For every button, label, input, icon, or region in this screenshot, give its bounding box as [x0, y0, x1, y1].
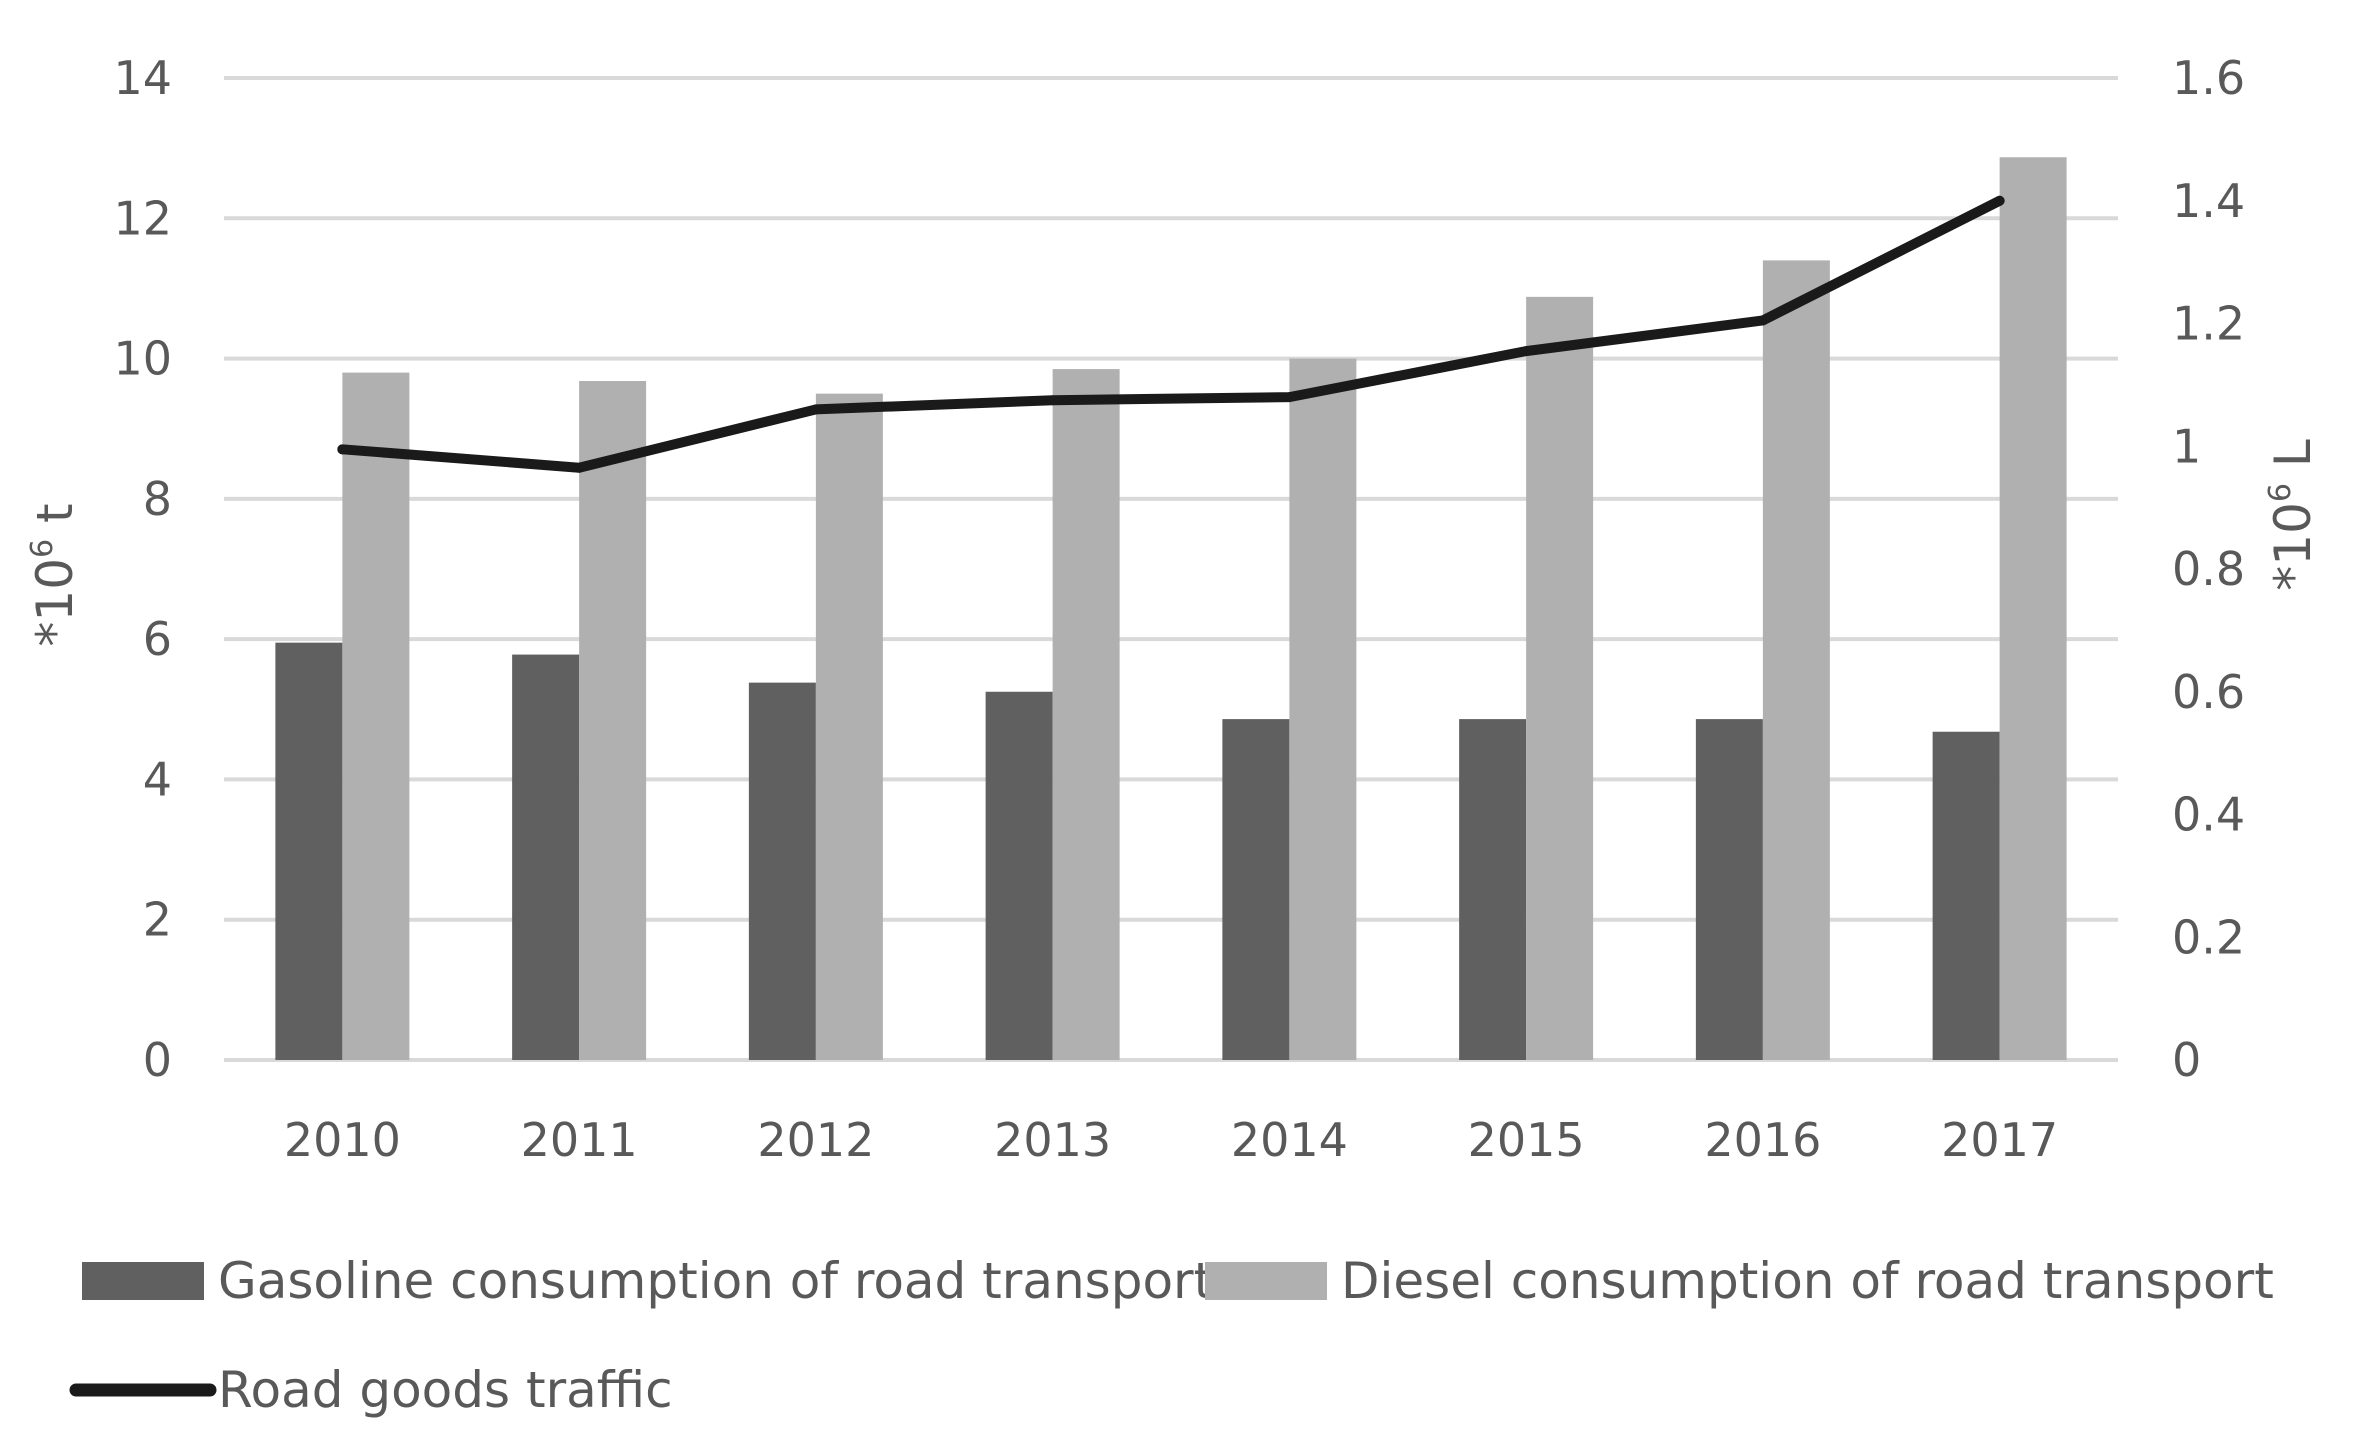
x-tick-label: 2011: [521, 1113, 638, 1167]
line-point-2014: [1284, 392, 1295, 403]
x-tick-label: 2012: [757, 1113, 874, 1167]
left-tick-label: 6: [143, 612, 172, 666]
line-series: [337, 195, 2005, 473]
x-tick-label: 2017: [1941, 1113, 2058, 1167]
x-tick-label: 2010: [284, 1113, 401, 1167]
left-tick-label: 10: [113, 332, 172, 386]
line-road-goods-traffic: [337, 195, 2005, 473]
bar-diesel-2012: [815, 393, 883, 1061]
legend-swatch-diesel: [1205, 1262, 1327, 1300]
bar-gasoline-2012: [748, 682, 816, 1060]
bar-diesel-2017: [1999, 157, 2067, 1061]
x-tick-label: 2014: [1231, 1113, 1348, 1167]
line-point-2012: [810, 404, 821, 415]
x-tick-label: 2013: [994, 1113, 1111, 1167]
x-tick-label: 2015: [1468, 1113, 1585, 1167]
left-tick-label: 8: [143, 472, 172, 526]
bar-gasoline-2014: [1222, 719, 1290, 1060]
bar-gasoline-2013: [985, 691, 1053, 1060]
legend-label-road-goods-traffic: Road goods traffic: [218, 1361, 673, 1419]
line-point-2015: [1521, 346, 1532, 357]
line-point-2011: [574, 462, 585, 473]
right-tick-label: 1: [2172, 419, 2201, 473]
left-axis-title-exponent: 6: [25, 539, 60, 558]
right-axis-title-unit: L: [2264, 439, 2322, 483]
right-tick-label: 1.6: [2172, 51, 2245, 105]
right-axis-title-base: *10: [2264, 502, 2322, 591]
right-tick-label: 0.8: [2172, 542, 2245, 596]
bar-gasoline-2011: [512, 654, 580, 1060]
legend-label-diesel: Diesel consumption of road transport: [1341, 1252, 2274, 1310]
bar-diesel-2016: [1762, 260, 1830, 1060]
right-tick-label: 0.6: [2172, 665, 2245, 719]
right-tick-label: 0: [2172, 1033, 2201, 1087]
right-axis-title: *106 L: [2263, 439, 2322, 591]
line-point-2017: [1994, 195, 2005, 206]
right-axis-title-exponent: 6: [2263, 483, 2298, 502]
bar-gasoline-2017: [1932, 731, 2000, 1060]
bar-diesel-2010: [342, 372, 410, 1061]
bars: [275, 157, 2067, 1061]
legend-swatch-gasoline: [82, 1262, 204, 1300]
legend: Gasoline consumption of road transport D…: [69, 1252, 2274, 1419]
left-axis-title: *106 t: [25, 503, 84, 646]
bar-gasoline-2015: [1459, 719, 1527, 1060]
gridlines: [224, 76, 2118, 1062]
bar-diesel-2011: [579, 381, 647, 1060]
left-tick-label: 2: [143, 893, 172, 947]
left-tick-label: 4: [143, 752, 172, 806]
left-tick-label: 12: [113, 191, 172, 245]
right-tick-label: 1.2: [2172, 297, 2245, 351]
left-axis-title-unit: t: [26, 503, 84, 539]
left-axis: 0 2 4 6 8 10 12 14: [113, 51, 172, 1087]
left-axis-title-base: *10: [26, 558, 84, 647]
bar-diesel-2015: [1526, 296, 1594, 1060]
bar-gasoline-2016: [1695, 719, 1763, 1060]
bar-diesel-2013: [1052, 369, 1120, 1060]
right-tick-label: 0.2: [2172, 910, 2245, 964]
x-tick-label: 2016: [1704, 1113, 1821, 1167]
line-point-2016: [1757, 315, 1768, 326]
left-tick-label: 0: [143, 1033, 172, 1087]
x-axis: 2010 2011 2012 2013 2014 2015 2016 2017: [284, 1113, 2058, 1167]
right-axis: 0 0.2 0.4 0.6 0.8 1 1.2 1.4 1.6: [2172, 51, 2245, 1087]
bar-gasoline-2010: [275, 642, 343, 1060]
legend-label-gasoline: Gasoline consumption of road transport: [218, 1252, 1213, 1310]
bar-diesel-2014: [1289, 358, 1357, 1061]
line-point-2013: [1047, 395, 1058, 406]
right-tick-label: 0.4: [2172, 788, 2245, 842]
left-tick-label: 14: [113, 51, 172, 105]
right-tick-label: 1.4: [2172, 174, 2245, 228]
line-point-2010: [337, 444, 348, 455]
